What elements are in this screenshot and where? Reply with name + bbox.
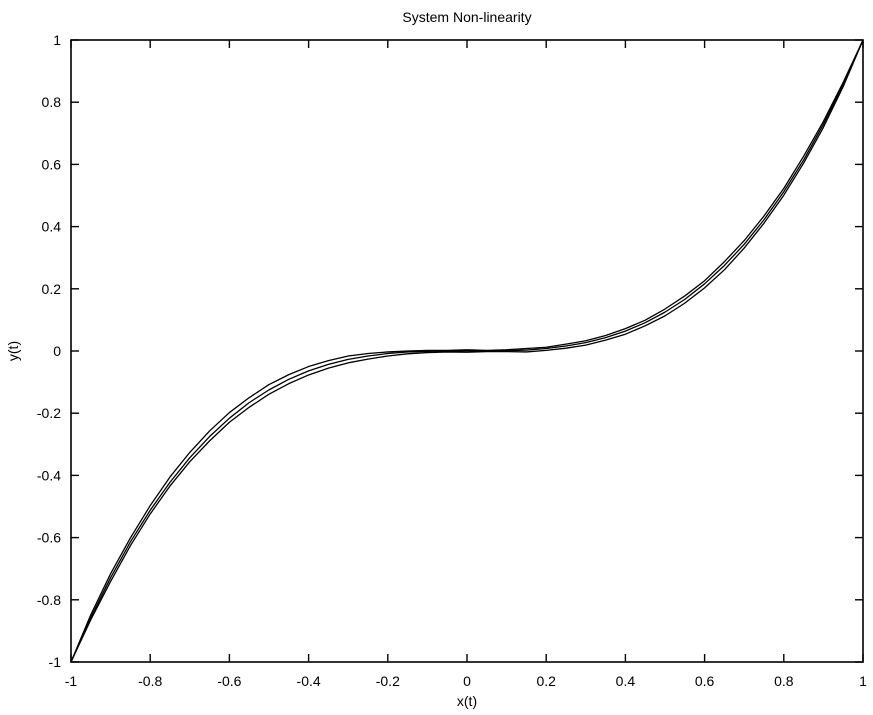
x-tick-label: 1 <box>859 673 867 689</box>
y-axis-label: y(t) <box>5 341 21 361</box>
x-tick-label: 0.8 <box>774 673 794 689</box>
y-tick-label: -0.8 <box>37 592 61 608</box>
x-axis-tick-labels: -1 -0.8 -0.6 -0.4 -0.2 0 0.2 0.4 0.6 0.8 1 <box>65 673 867 689</box>
x-tick-label: -1 <box>65 673 78 689</box>
plot-area <box>70 39 864 663</box>
x-tick-label: 0.6 <box>695 673 715 689</box>
y-tick-label: 0.8 <box>42 94 62 110</box>
x-tick-label: -0.8 <box>138 673 162 689</box>
x-tick-label: 0.4 <box>616 673 636 689</box>
x-axis-label: x(t) <box>457 693 477 709</box>
y-tick-label: -0.4 <box>37 467 61 483</box>
chart-title: System Non-linearity <box>402 9 531 25</box>
x-tick-label: -0.2 <box>376 673 400 689</box>
y-tick-label: 0.4 <box>42 219 62 235</box>
x-tick-label: 0 <box>463 673 471 689</box>
y-tick-label: -1 <box>49 654 62 670</box>
x-tick-label: 0.2 <box>536 673 556 689</box>
y-tick-label: 1 <box>53 32 61 48</box>
axis-ticks <box>70 39 864 663</box>
y-tick-label: 0.6 <box>42 156 62 172</box>
series-line-1 <box>70 39 864 663</box>
series-line-2 <box>70 39 864 663</box>
x-tick-label: -0.4 <box>297 673 321 689</box>
y-tick-label: 0 <box>53 343 61 359</box>
y-tick-label: 0.2 <box>42 281 62 297</box>
x-tick-label: -0.6 <box>217 673 241 689</box>
y-tick-label: -0.2 <box>37 405 61 421</box>
y-axis-tick-labels: -1 -0.8 -0.6 -0.4 -0.2 0 0.2 0.4 0.6 0.8 1 <box>37 32 61 670</box>
y-tick-label: -0.6 <box>37 530 61 546</box>
series-line-3 <box>70 39 864 663</box>
